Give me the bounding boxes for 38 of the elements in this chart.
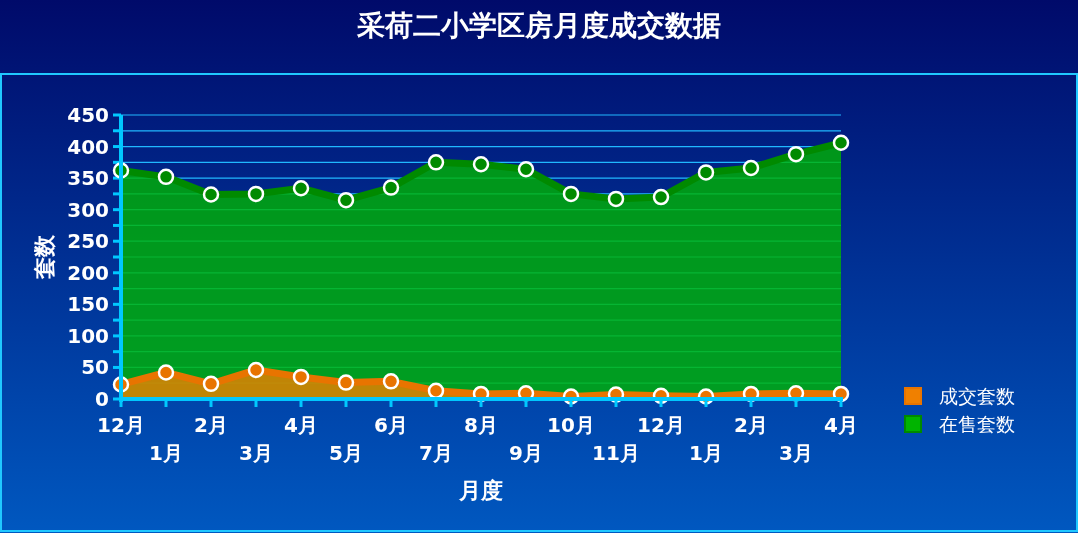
x-tick-label: 12月 bbox=[97, 413, 145, 437]
y-tick-label: 100 bbox=[67, 323, 109, 348]
x-tick-label: 7月 bbox=[419, 441, 453, 465]
point bbox=[202, 375, 220, 393]
x-tick-label: 5月 bbox=[329, 441, 363, 465]
point bbox=[292, 368, 310, 386]
y-tick-label: 350 bbox=[67, 166, 109, 191]
legend-label: 在售套数 bbox=[939, 413, 1015, 435]
x-tick-label: 11月 bbox=[592, 441, 640, 465]
point bbox=[157, 364, 175, 381]
x-tick-label: 12月 bbox=[637, 413, 685, 437]
x-tick-label: 6月 bbox=[374, 413, 408, 437]
y-tick-label: 300 bbox=[67, 197, 109, 222]
y-tick-label: 400 bbox=[67, 134, 109, 159]
point bbox=[247, 361, 265, 379]
legend-label: 成交套数 bbox=[939, 385, 1015, 407]
point bbox=[337, 374, 355, 391]
y-tick-label: 200 bbox=[67, 260, 109, 285]
x-tick-label: 1月 bbox=[689, 441, 723, 465]
y-tick-label: 50 bbox=[81, 355, 109, 380]
x-tick-label: 2月 bbox=[734, 413, 768, 437]
x-tick-label: 2月 bbox=[194, 413, 228, 437]
x-axis-title: 月度 bbox=[458, 478, 503, 503]
x-tick-label: 8月 bbox=[464, 413, 498, 437]
point bbox=[382, 373, 400, 390]
chart-title: 采荷二小学区房月度成交数据 bbox=[356, 9, 721, 42]
x-tick-label: 1月 bbox=[149, 441, 183, 465]
x-tick-label: 3月 bbox=[239, 441, 273, 465]
y-tick-label: 250 bbox=[67, 229, 109, 254]
x-tick-label: 3月 bbox=[779, 441, 813, 465]
x-tick-label: 9月 bbox=[509, 441, 543, 465]
x-tick-label: 10月 bbox=[547, 413, 595, 437]
y-tick-label: 0 bbox=[95, 387, 109, 411]
y-tick-label: 150 bbox=[67, 292, 109, 317]
x-tick-label: 4月 bbox=[284, 413, 318, 437]
y-tick-label: 450 bbox=[67, 103, 109, 127]
x-tick-label: 4月 bbox=[824, 413, 858, 437]
y-axis-title: 套数 bbox=[32, 234, 57, 280]
